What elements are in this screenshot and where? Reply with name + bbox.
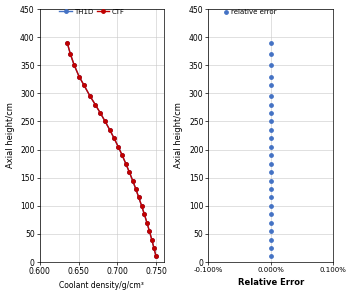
relative error	[268, 102, 274, 107]
CTF	[98, 111, 102, 115]
Y-axis label: Axial height/cm: Axial height/cm	[174, 103, 183, 168]
Line: TH1D: TH1D	[65, 41, 158, 258]
TH1D	[68, 52, 73, 56]
TH1D	[98, 111, 102, 115]
TH1D	[82, 83, 86, 87]
CTF	[127, 170, 131, 174]
TH1D	[154, 255, 158, 258]
relative error	[268, 220, 274, 225]
X-axis label: Coolant density/g/cm³: Coolant density/g/cm³	[59, 281, 144, 290]
TH1D	[127, 170, 131, 174]
CTF	[93, 103, 98, 106]
relative error	[268, 161, 274, 166]
relative error	[268, 229, 274, 234]
CTF	[139, 204, 144, 207]
TH1D	[147, 229, 151, 233]
relative error	[268, 178, 274, 183]
TH1D	[93, 103, 98, 106]
TH1D	[120, 153, 124, 157]
TH1D	[137, 196, 141, 199]
X-axis label: Relative Error: Relative Error	[238, 279, 304, 287]
CTF	[145, 221, 149, 224]
CTF	[131, 179, 135, 182]
TH1D	[139, 204, 144, 207]
CTF	[108, 128, 112, 132]
TH1D	[131, 179, 135, 182]
CTF	[103, 120, 107, 123]
CTF	[68, 52, 73, 56]
TH1D	[124, 162, 128, 165]
TH1D	[152, 246, 156, 250]
CTF	[88, 94, 92, 98]
CTF	[150, 238, 154, 241]
relative error	[268, 246, 274, 250]
relative error	[268, 119, 274, 124]
CTF	[116, 145, 120, 149]
relative error	[268, 63, 274, 68]
relative error	[268, 144, 274, 149]
TH1D	[65, 41, 69, 45]
CTF	[65, 41, 69, 45]
CTF	[152, 246, 156, 250]
TH1D	[134, 187, 138, 191]
TH1D	[88, 94, 92, 98]
TH1D	[112, 136, 116, 140]
CTF	[154, 255, 158, 258]
relative error	[268, 237, 274, 242]
Legend: relative error: relative error	[222, 7, 278, 16]
TH1D	[150, 238, 154, 241]
relative error	[269, 254, 274, 259]
Line: CTF: CTF	[65, 41, 158, 258]
relative error	[268, 94, 274, 99]
CTF	[72, 64, 76, 67]
CTF	[142, 213, 146, 216]
TH1D	[72, 64, 76, 67]
CTF	[124, 162, 128, 165]
relative error	[268, 83, 274, 87]
CTF	[134, 187, 138, 191]
CTF	[82, 83, 86, 87]
relative error	[268, 203, 274, 208]
CTF	[112, 136, 116, 140]
TH1D	[108, 128, 112, 132]
TH1D	[77, 75, 81, 78]
relative error	[268, 170, 274, 174]
TH1D	[116, 145, 120, 149]
Y-axis label: Axial height/cm: Axial height/cm	[6, 103, 14, 168]
relative error	[268, 74, 274, 79]
relative error	[268, 136, 274, 141]
relative error	[268, 195, 274, 200]
TH1D	[145, 221, 149, 224]
relative error	[268, 111, 274, 115]
Legend: TH1D, CTF: TH1D, CTF	[58, 7, 126, 16]
CTF	[137, 196, 141, 199]
relative error	[268, 128, 274, 132]
TH1D	[142, 213, 146, 216]
relative error	[268, 186, 274, 191]
relative error	[268, 41, 274, 45]
CTF	[120, 153, 124, 157]
relative error	[268, 153, 274, 157]
CTF	[147, 229, 151, 233]
CTF	[77, 75, 81, 78]
relative error	[268, 52, 274, 57]
relative error	[268, 212, 274, 217]
TH1D	[103, 120, 107, 123]
